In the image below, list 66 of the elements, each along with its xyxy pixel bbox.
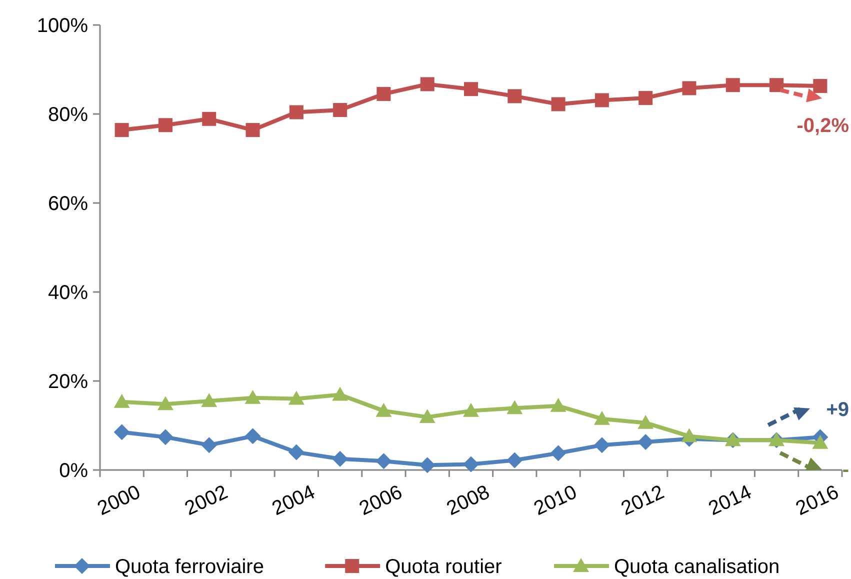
y-tick-label: 40% — [48, 282, 88, 304]
point — [463, 402, 479, 417]
point — [463, 456, 479, 472]
point — [770, 78, 784, 92]
point — [288, 444, 304, 460]
point — [506, 452, 523, 468]
point — [506, 400, 523, 414]
point — [682, 81, 696, 96]
x-tick-label: 2016 — [792, 481, 842, 520]
x-tick-label: 2006 — [356, 481, 406, 520]
point — [376, 86, 391, 101]
x-tick-label: 2014 — [705, 481, 755, 520]
y-tick-label: 0% — [59, 460, 88, 482]
point — [288, 390, 304, 405]
y-tick-label: 20% — [48, 371, 88, 393]
point — [333, 102, 348, 117]
point — [813, 78, 828, 93]
point — [464, 82, 478, 96]
point — [244, 390, 261, 404]
point — [289, 105, 304, 120]
point — [157, 429, 174, 446]
x-tick-label: 2008 — [443, 481, 494, 520]
point — [551, 97, 566, 112]
x-tick-label: 2002 — [182, 481, 232, 520]
point — [594, 437, 610, 454]
point — [508, 89, 522, 104]
point — [550, 445, 566, 462]
text: - — [842, 458, 849, 481]
point — [201, 393, 218, 408]
point — [594, 410, 610, 425]
annotation: -0,2% — [796, 114, 850, 137]
point — [376, 402, 392, 417]
point — [420, 77, 434, 92]
y-tick-label: 60% — [48, 193, 88, 215]
annotation: +9 — [826, 399, 849, 422]
point — [812, 434, 828, 449]
point — [332, 450, 348, 467]
point — [244, 428, 261, 444]
point — [201, 437, 218, 454]
legend-label: Quota ferroviaire — [115, 556, 264, 578]
point — [202, 112, 216, 126]
y-tick-label: 80% — [48, 104, 88, 126]
legend-label: Quota routier — [385, 556, 502, 578]
point — [419, 457, 436, 474]
point — [158, 118, 172, 132]
legend-label: Quota canalisation — [614, 556, 780, 578]
point — [114, 394, 130, 408]
point — [681, 428, 698, 442]
x-tick-label: 2012 — [618, 481, 668, 520]
point — [376, 453, 392, 470]
x-tick-label: 2000 — [94, 481, 144, 520]
point — [419, 409, 436, 424]
point — [594, 93, 609, 108]
point — [114, 123, 129, 138]
point — [157, 396, 174, 410]
y-tick-label: 100% — [36, 15, 88, 37]
point — [550, 398, 566, 412]
point — [114, 424, 130, 440]
point — [246, 123, 260, 138]
point — [638, 90, 653, 105]
point — [638, 434, 654, 450]
point — [332, 386, 348, 401]
point — [726, 78, 740, 92]
x-tick-label: 2004 — [268, 481, 318, 520]
point — [638, 414, 654, 429]
x-tick-label: 2010 — [530, 481, 580, 520]
